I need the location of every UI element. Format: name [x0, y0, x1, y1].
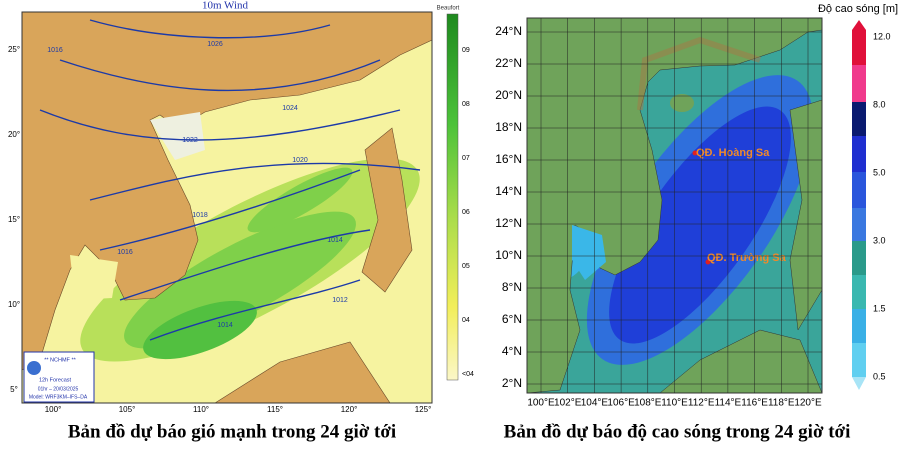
lon-label: 115°: [267, 405, 283, 414]
isobar-label: 1012: [332, 297, 348, 304]
colorbar-tick: 0.5: [873, 371, 886, 381]
lon-label: 100°: [45, 405, 62, 414]
lon-label: 102°E: [554, 398, 582, 409]
logo-time: 01hr – 20/03/2025: [38, 386, 79, 392]
lon-label: 114°E: [715, 398, 742, 409]
lon-label: 110°: [193, 405, 209, 414]
colorbar-tick: 08: [462, 101, 470, 108]
lat-label: 25°: [8, 45, 20, 54]
lat-label: 22°N: [495, 56, 522, 70]
colorbar-tick: 07: [462, 155, 470, 162]
colorbar-tick: 06: [462, 209, 470, 216]
colorbar-tick: 04: [462, 317, 470, 324]
lon-label: 118°E: [768, 398, 795, 409]
isobar-label: 1018: [192, 212, 208, 219]
lon-label: 110°E: [661, 398, 688, 409]
isobar-label: 1016: [117, 249, 133, 256]
lon-label: 106°E: [607, 398, 635, 409]
logo-icon: [27, 361, 41, 375]
logo-forecast: 12h Forecast: [39, 377, 72, 383]
lat-label: 5°: [10, 385, 18, 394]
lon-label: 120°E: [794, 398, 822, 409]
colorbar-title: Beaufort: [437, 6, 460, 12]
lat-label: 15°: [8, 215, 20, 224]
caption: Bản đồ dự báo gió mạnh trong 24 giờ tới: [68, 421, 396, 442]
logo-org: ** NCHMF **: [44, 357, 76, 363]
lat-label: 10°: [8, 300, 20, 309]
colorbar: [446, 13, 459, 381]
caption: Bản đồ dự báo độ cao sóng trong 24 giờ t…: [504, 421, 851, 442]
colorbar-tick: 3.0: [873, 235, 886, 245]
isobar-label: 1014: [327, 237, 343, 244]
colorbar-tick: 1.5: [873, 303, 886, 313]
lon-label: 105°: [119, 405, 136, 414]
logo-box: [23, 351, 95, 403]
lat-label: 24°N: [495, 24, 522, 38]
place-marker: [692, 150, 698, 156]
lon-label: 108°E: [634, 398, 662, 409]
isobar-label: 1016: [47, 47, 63, 54]
colorbar-tick: 5.0: [873, 167, 886, 177]
isobar-label: 1022: [182, 137, 198, 144]
lat-label: 20°: [8, 130, 20, 139]
colorbar-tick: 05: [462, 263, 470, 270]
wind-map: [22, 12, 432, 403]
lon-label: 104°E: [581, 398, 609, 409]
lat-label: 8°N: [502, 280, 522, 294]
wave-colorbar: [852, 20, 866, 390]
lat-label: 2°N: [502, 376, 522, 390]
isobar-label: 1026: [207, 41, 223, 48]
colorbar-tick: 12.0: [873, 31, 891, 41]
lat-label: 6°N: [502, 312, 522, 326]
isobar-label: 1014: [217, 322, 233, 329]
lat-label: 16°N: [495, 152, 522, 166]
map-frame: [21, 11, 433, 404]
place-marker: [705, 259, 711, 265]
isobar-label: 1020: [292, 157, 308, 164]
logo-model: Model: WRF3KM–IFS–DA: [29, 394, 88, 400]
lat-label: 18°N: [495, 120, 522, 134]
lat-label: 14°N: [495, 184, 522, 198]
map-title: 10m Wind: [202, 0, 249, 12]
lat-label: 4°N: [502, 344, 522, 358]
lat-label: 20°N: [495, 88, 522, 102]
lon-label: 125°: [415, 405, 432, 414]
lon-label: 120°: [341, 405, 358, 414]
place-label: QĐ. Trường Sa: [707, 252, 787, 264]
isobar-label: 1024: [282, 105, 298, 112]
lon-label: 100°E: [527, 398, 555, 409]
colorbar-tick: 09: [462, 47, 470, 54]
lon-label: 112°E: [688, 398, 715, 409]
colorbar-tick: <04: [462, 371, 474, 378]
place-label: QĐ. Hoàng Sa: [696, 147, 770, 159]
colorbar-title: Độ cao sóng [m]: [818, 3, 898, 15]
colorbar-tick: 8.0: [873, 99, 886, 109]
wave-map: [527, 18, 822, 393]
lat-label: 12°N: [495, 216, 522, 230]
lon-label: 116°E: [741, 398, 768, 409]
lat-label: 10°N: [495, 248, 522, 262]
